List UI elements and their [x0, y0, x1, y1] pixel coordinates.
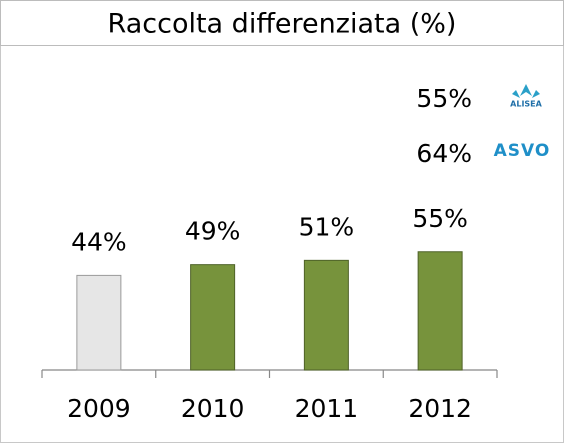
annotation: 55% — [416, 84, 472, 113]
alisea-logo: ALISEA — [510, 84, 543, 109]
value-label: 55% — [412, 204, 468, 233]
value-label: 44% — [71, 227, 127, 256]
annotation: 64% — [416, 139, 472, 168]
value-label: 51% — [299, 212, 355, 241]
logo-text: ALISEA — [510, 100, 542, 109]
x-tick-label: 2012 — [408, 394, 472, 423]
logo-text: ASVO — [494, 141, 551, 161]
bar — [303, 259, 349, 371]
x-tick-label: 2011 — [295, 394, 359, 423]
title-box — [0, 0, 564, 46]
x-tick-label: 2009 — [67, 394, 131, 423]
chart-title: Raccolta differenziata (%) — [108, 9, 457, 40]
bar — [417, 251, 463, 371]
asvo-logo: ASVO — [494, 141, 551, 161]
x-tick-label: 2010 — [181, 394, 245, 423]
bar — [190, 264, 236, 371]
bar — [76, 274, 122, 371]
value-label: 49% — [185, 217, 241, 246]
